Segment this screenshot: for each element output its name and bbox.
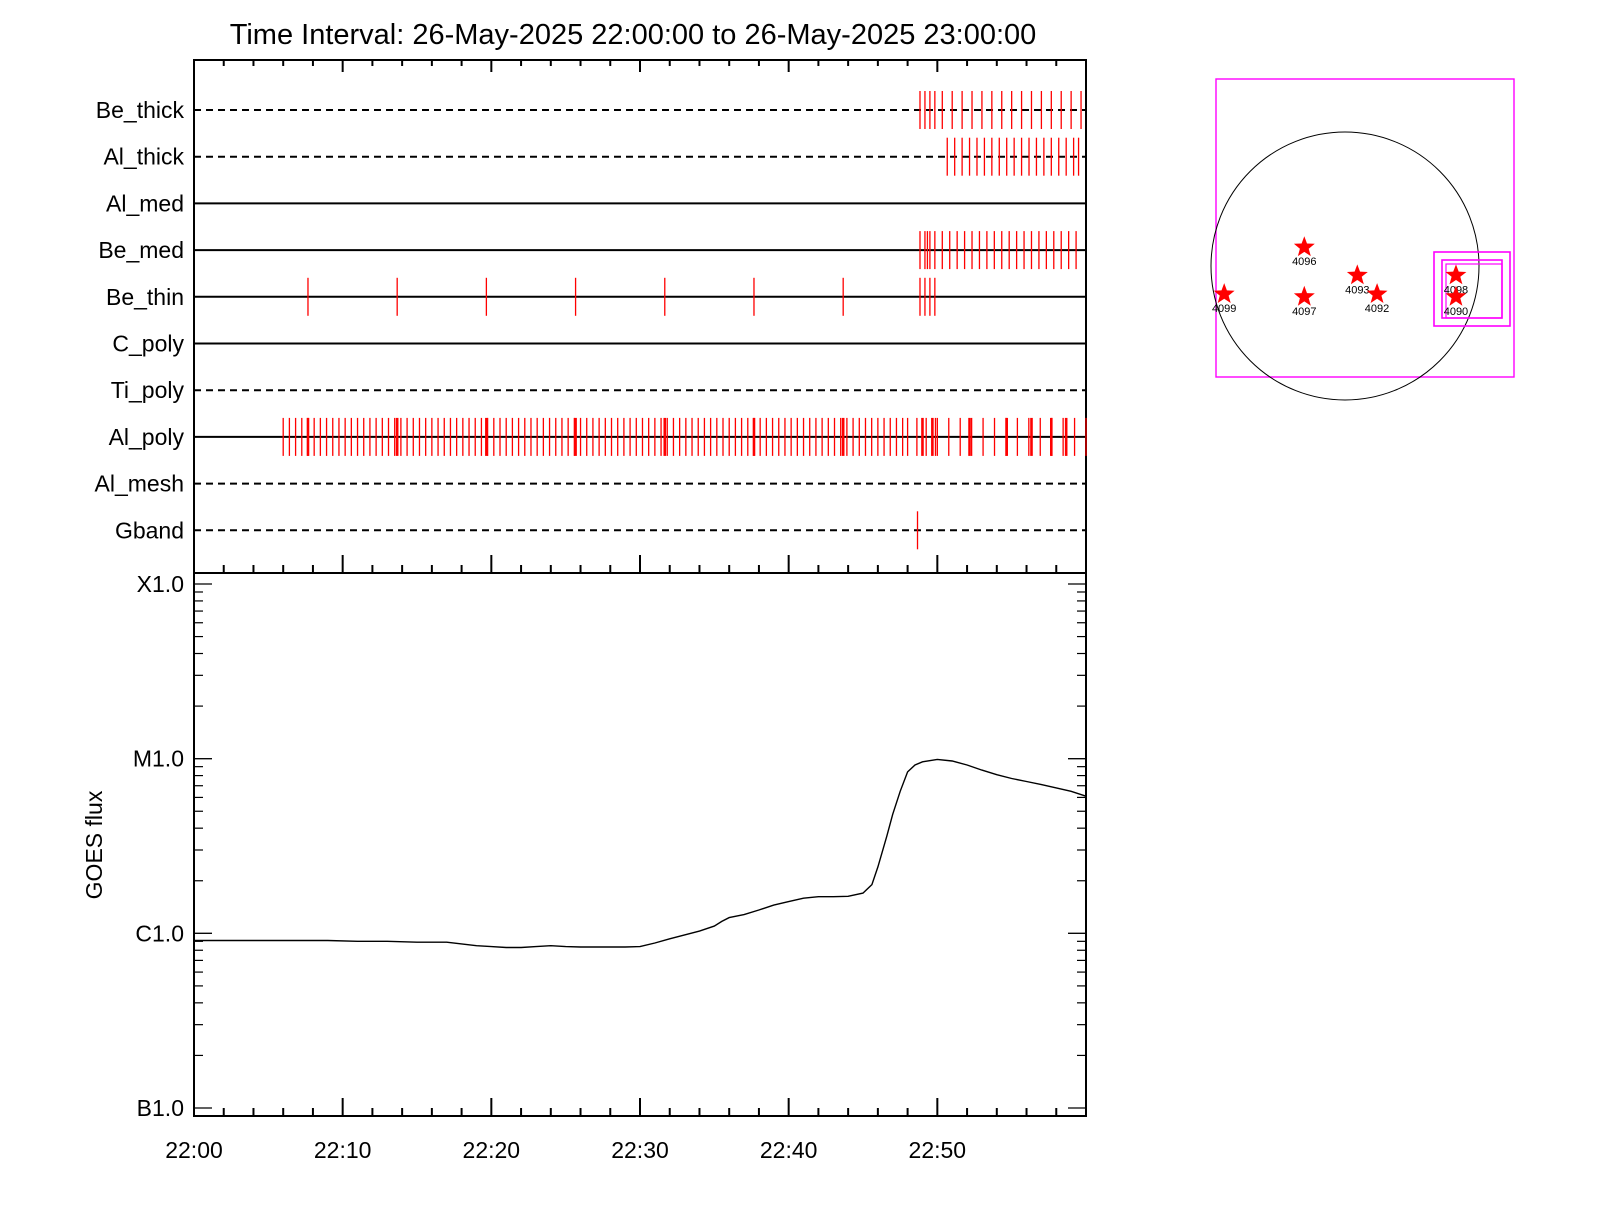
active-region-4099: 4099	[1212, 283, 1236, 315]
chart-title: Time Interval: 26-May-2025 22:00:00 to 2…	[230, 19, 1037, 51]
row-label: C_poly	[112, 331, 184, 357]
timeline-panel: Be_thick Al_thick Al_med Be_med Be_thin C_pol…	[95, 59, 1087, 574]
timeline-frame	[193, 59, 1087, 574]
goes-y-tick-label: B1.0	[137, 1095, 184, 1121]
active-region-label: 4090	[1444, 306, 1468, 318]
active-region-4097: 4097	[1292, 285, 1317, 318]
goes-x-tick-label: 22:20	[463, 1137, 521, 1163]
row-label: Ti_poly	[111, 377, 185, 403]
goes-x-tick-label: 22:30	[611, 1137, 669, 1163]
goes-flux-line	[194, 758, 1087, 949]
active-region-4090: 4090	[1444, 285, 1468, 318]
goes-panel: X1.0 M1.0 C1.0 B1.0 22:00 22:10 22:20 22:30 22:4…	[81, 555, 1087, 1163]
timeline-row-al_med: Al_med	[106, 190, 1086, 216]
timeline-row-be_thin: Be_thin	[106, 277, 1086, 316]
active-region-star	[1293, 285, 1315, 306]
goes-y-axis-label: GOES flux	[81, 790, 107, 899]
active-region-label: 4096	[1292, 256, 1316, 268]
active-region-star	[1346, 264, 1368, 285]
row-label: Al_thick	[103, 144, 184, 170]
active-region-4092: 4092	[1365, 283, 1389, 315]
goes-frame	[193, 572, 1087, 1117]
active-region-star	[1293, 236, 1315, 257]
row-label: Be_thick	[96, 97, 185, 123]
active-region-star	[1366, 283, 1388, 303]
row-label: Be_thin	[106, 284, 184, 310]
timeline-row-al_mesh: Al_mesh	[95, 471, 1086, 497]
goes-x-tick-label: 22:50	[909, 1137, 967, 1163]
active-region-label: 4092	[1365, 303, 1389, 315]
timeline-row-al_poly: Al_poly	[109, 417, 1087, 456]
map-zoom-box	[1433, 251, 1511, 327]
goes-y-tick-label: X1.0	[137, 571, 184, 597]
active-region-star	[1445, 285, 1467, 306]
timeline-row-c_poly: C_poly	[112, 331, 1086, 357]
row-label: Al_poly	[109, 424, 185, 450]
timeline-row-al_thick: Al_thick	[103, 137, 1086, 176]
sun-map-panel: 4096409340924099409740984090	[1210, 78, 1515, 401]
goes-x-tick-label: 22:00	[165, 1137, 223, 1163]
active-region-star	[1445, 264, 1467, 285]
row-label: Gband	[115, 517, 184, 543]
map-zoom-box-inner2	[1445, 263, 1503, 319]
active-region-4096: 4096	[1292, 236, 1317, 268]
goes-y-tick-label: C1.0	[135, 920, 184, 946]
active-region-label: 4099	[1212, 303, 1236, 315]
active-region-4093: 4093	[1345, 264, 1370, 296]
goes-x-tick-label: 22:10	[314, 1137, 372, 1163]
goes-x-tick-label: 22:40	[760, 1137, 818, 1163]
timeline-row-be_thick: Be_thick	[96, 91, 1086, 129]
timeline-row-ti_poly: Ti_poly	[111, 377, 1086, 403]
solar-disk	[1210, 131, 1480, 401]
timeline-row-gband: Gband	[115, 511, 1086, 550]
goes-y-tick-label: M1.0	[133, 746, 184, 772]
row-label: Al_mesh	[95, 471, 184, 497]
timeline-row-be_med: Be_med	[98, 231, 1086, 270]
row-label: Be_med	[98, 237, 184, 263]
row-label: Al_med	[106, 190, 184, 216]
active-region-star	[1213, 283, 1235, 303]
active-region-label: 4093	[1345, 284, 1369, 296]
map-fov-box	[1215, 78, 1515, 378]
active-region-label: 4097	[1292, 306, 1316, 318]
